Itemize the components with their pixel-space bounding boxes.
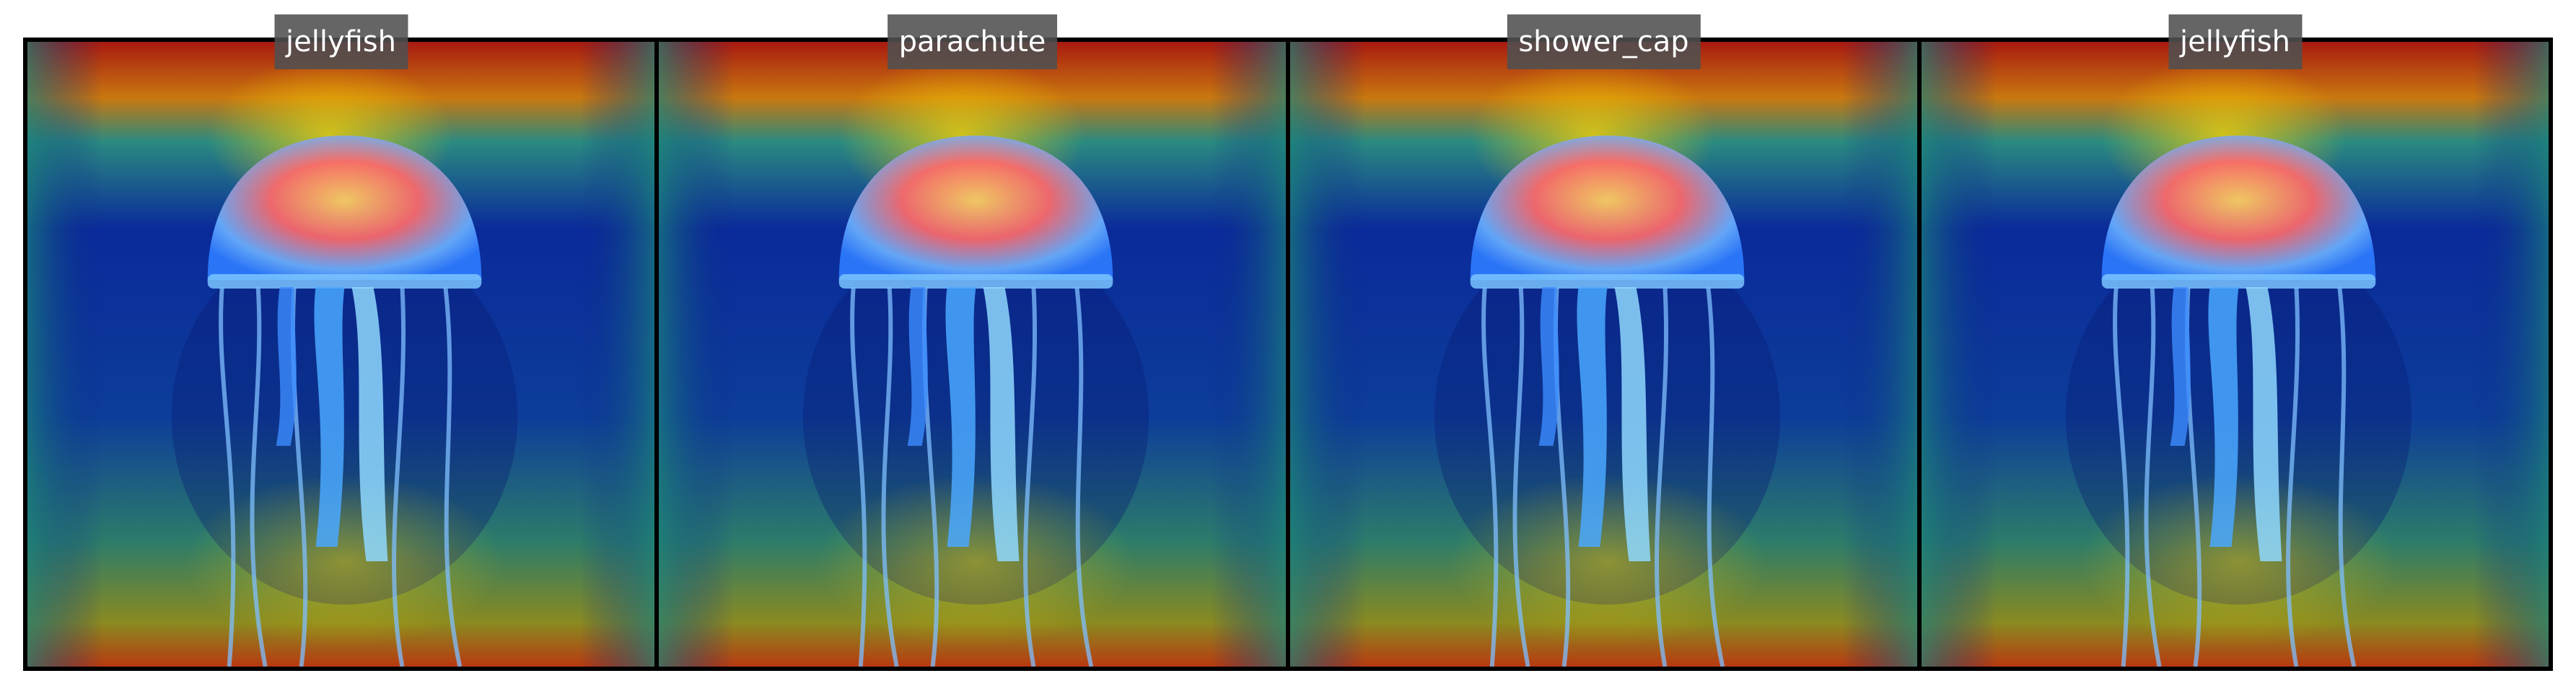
panel-3: shower_cap	[1290, 14, 1922, 667]
panel-label: jellyfish	[273, 14, 408, 69]
panel-4: jellyfish	[1922, 14, 2549, 667]
panel-label: parachute	[887, 14, 1058, 69]
jellyfish-heatmap-image	[1922, 42, 2549, 667]
panel-2: parachute	[659, 14, 1290, 667]
panel-1: jellyfish	[27, 14, 659, 667]
jellyfish-heatmap-image	[1290, 42, 1917, 667]
panel-label: shower_cap	[1507, 14, 1701, 69]
panel-label: jellyfish	[2168, 14, 2303, 69]
jellyfish-heatmap-image	[27, 42, 654, 667]
jellyfish-heatmap-image	[659, 42, 1286, 667]
image-grid: jellyfish parachute shower_cap jellyfish	[23, 14, 2553, 671]
